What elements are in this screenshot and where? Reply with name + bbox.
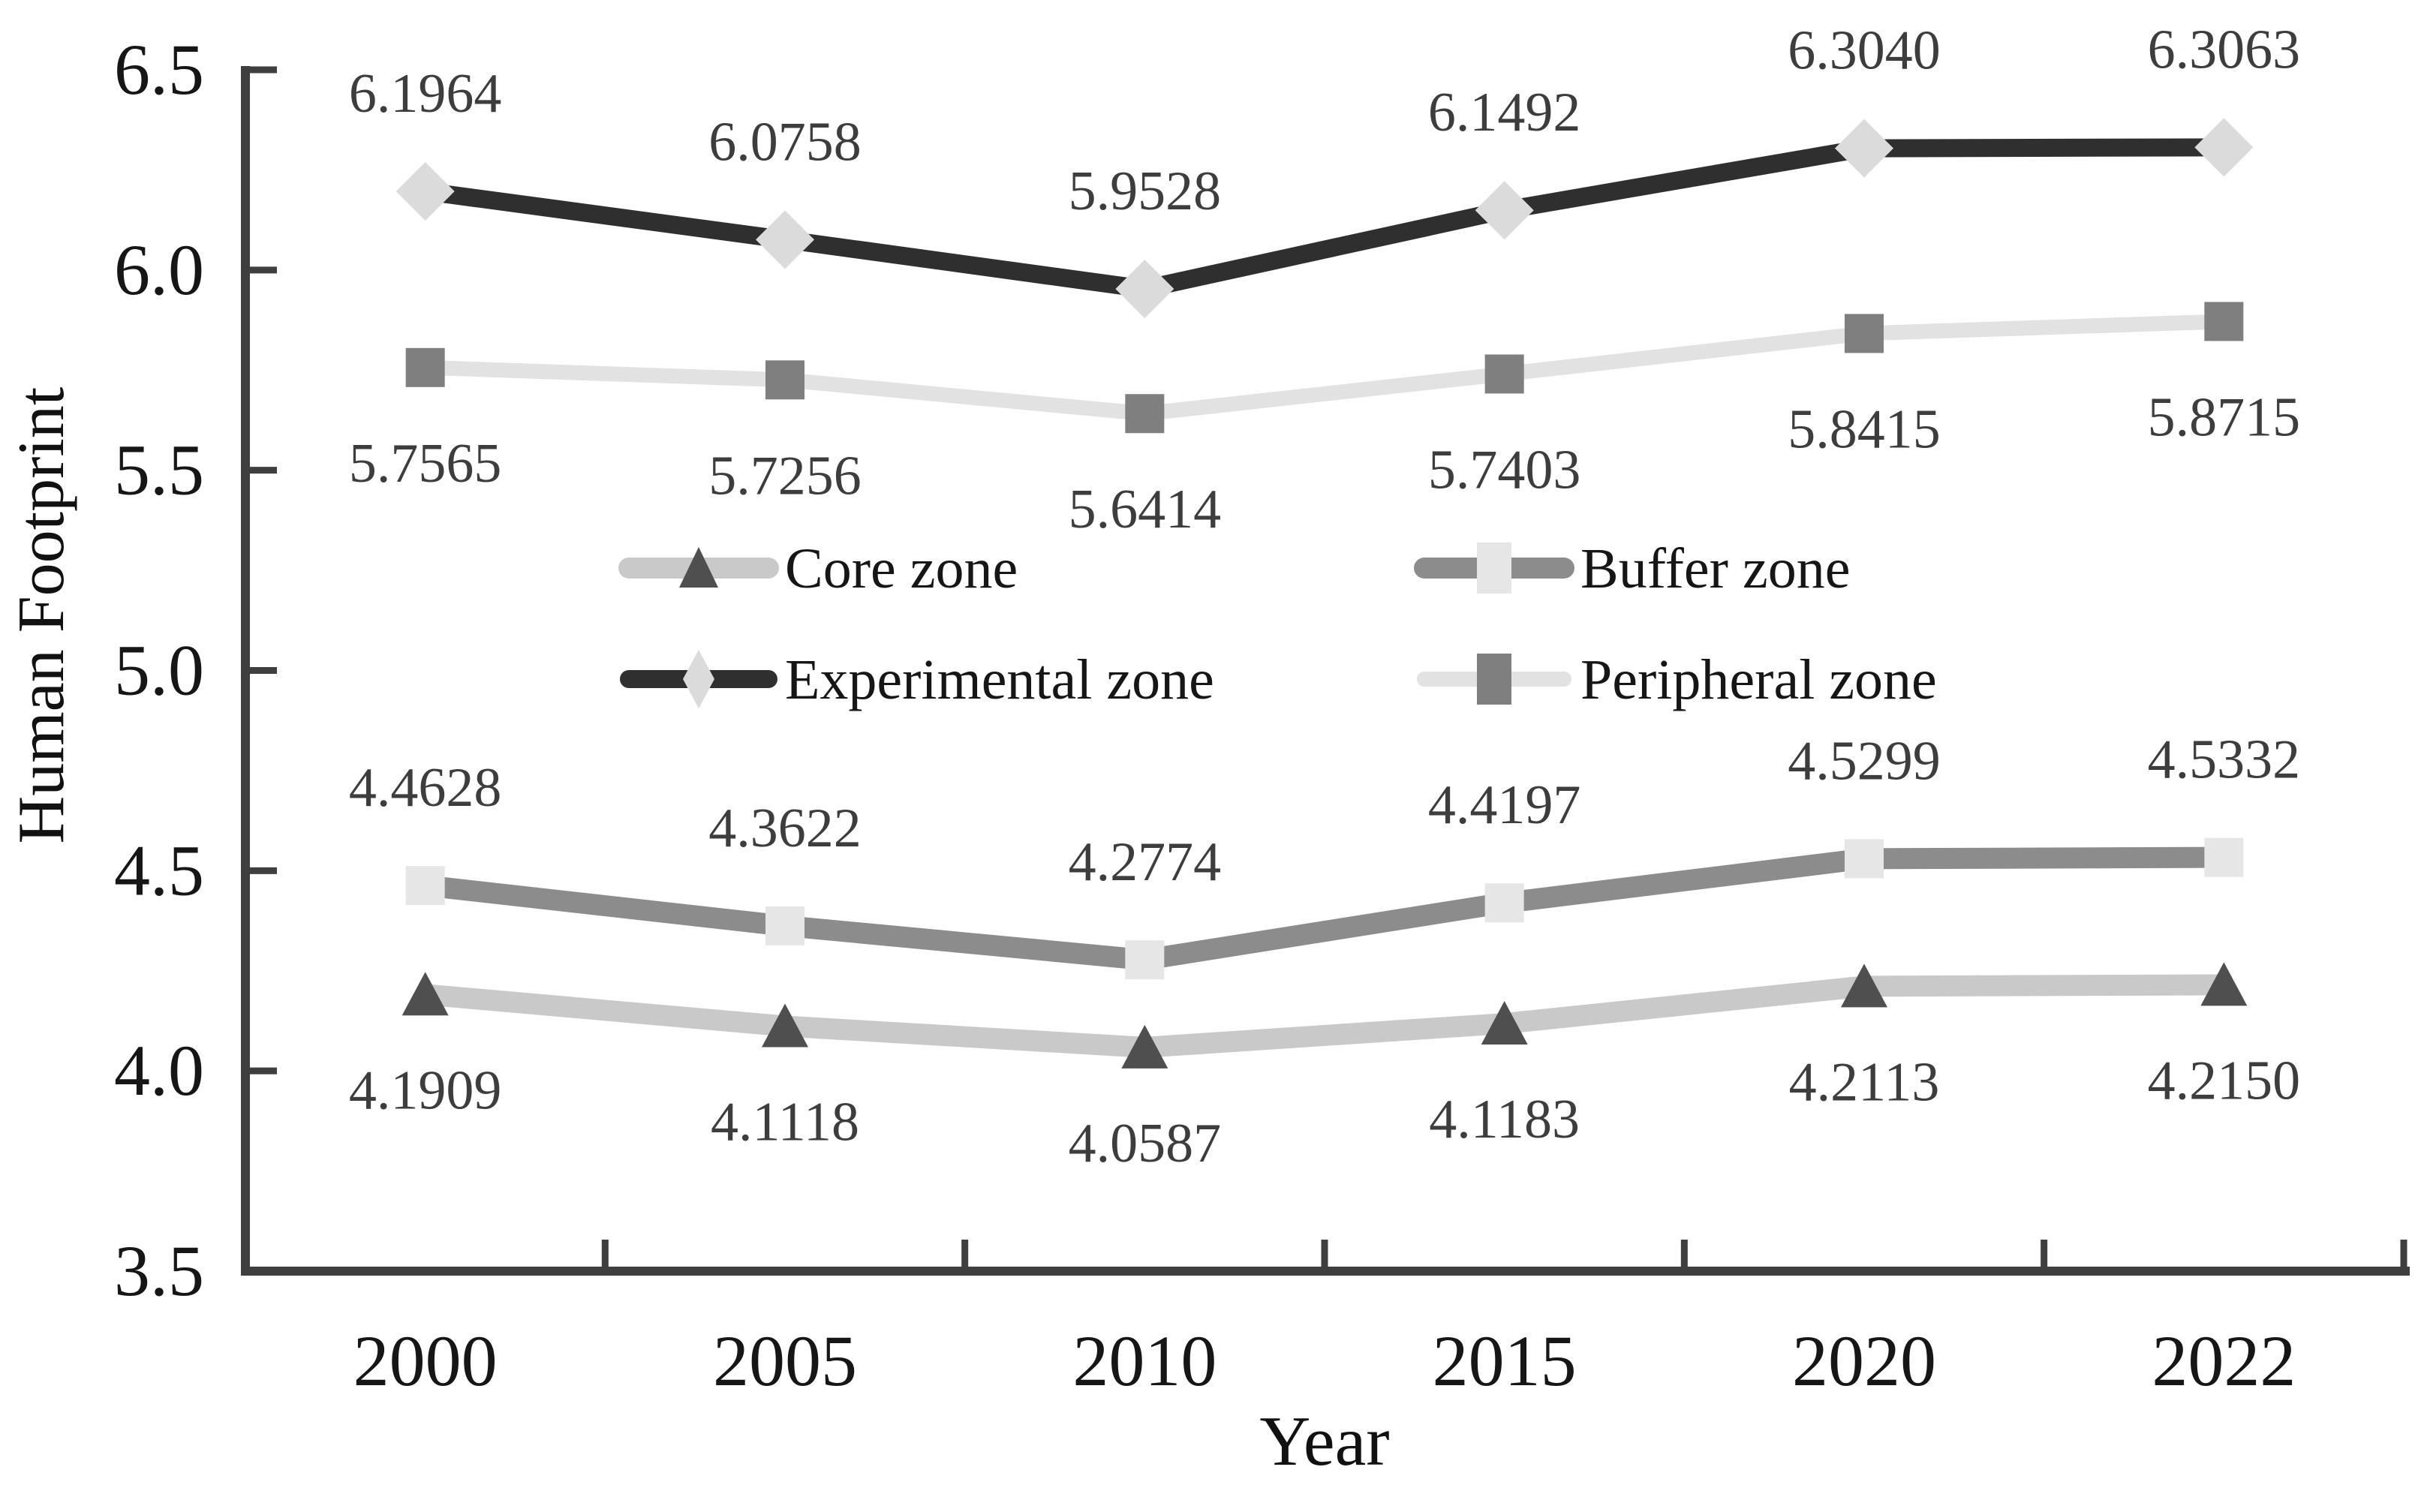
- experimental-zone-value-label: 6.1964: [349, 63, 502, 125]
- core-zone-value-label: 4.2150: [2148, 1050, 2301, 1111]
- legend-diamond-icon: [683, 650, 714, 708]
- peripheral-zone-marker-2020: [1845, 314, 1884, 353]
- buffer-zone-value-label: 4.4197: [1428, 774, 1581, 836]
- y-axis-title: Human Footprint: [5, 387, 78, 844]
- core-zone-marker-2015: [1481, 1001, 1528, 1045]
- core-zone-line: [414, 974, 2235, 1058]
- legend-square-icon: [1477, 654, 1511, 705]
- series-markers: [395, 118, 2254, 1069]
- y-tick-label: 3.5: [114, 1231, 204, 1311]
- core-zone-marker-2005: [762, 1003, 808, 1048]
- experimental-zone-marker-2000: [395, 162, 455, 221]
- axes: 6.5 6.0 5.5 5.0 4.5 4.0 3.5 2000 2005 2010 2015 202…: [114, 29, 2410, 1401]
- experimental-zone-value-label: 6.3063: [2148, 19, 2301, 80]
- x-axis-title: Year: [1259, 1402, 1389, 1480]
- y-tick-label: 4.5: [114, 830, 204, 910]
- buffer-zone-value-label: 4.4628: [349, 757, 502, 819]
- peripheral-zone-line: [417, 314, 2232, 422]
- x-tick-label: 2020: [1792, 1321, 1936, 1401]
- peripheral-zone-value-label: 5.8715: [2148, 386, 2301, 448]
- peripheral-zone-value-label: 5.7256: [708, 445, 862, 507]
- peripheral-zone-value-label: 5.8415: [1788, 398, 1941, 460]
- legend-square-icon: [1477, 543, 1511, 594]
- legend-label: Buffer zone: [1580, 537, 1850, 600]
- peripheral-zone-marker-2005: [765, 360, 804, 400]
- buffer-zone-value-label: 4.5332: [2148, 729, 2301, 791]
- legend-item-peripheral-zone: Peripheral zone: [1417, 648, 1937, 711]
- core-zone-value-label: 4.1118: [711, 1092, 859, 1153]
- buffer-zone-marker-2022: [2204, 837, 2244, 877]
- legend-label: Experimental zone: [785, 648, 1214, 711]
- core-zone-marker-2020: [1841, 963, 1887, 1008]
- experimental-zone-marker-2022: [2194, 118, 2254, 177]
- core-zone-marker-2010: [1121, 1024, 1168, 1069]
- legend-item-buffer-zone: Buffer zone: [1414, 537, 1850, 600]
- experimental-zone-value-label: 6.3040: [1788, 20, 1941, 82]
- x-tick-label: 2000: [353, 1321, 498, 1401]
- y-tick-label: 6.5: [114, 29, 204, 110]
- legend-label: Core zone: [785, 537, 1018, 600]
- series-lines: [414, 138, 2235, 1058]
- y-tick-label: 4.0: [114, 1030, 204, 1111]
- peripheral-zone-marker-2022: [2204, 302, 2244, 341]
- buffer-zone-value-label: 4.3622: [708, 798, 862, 859]
- core-zone-value-label: 4.1909: [349, 1060, 502, 1121]
- buffer-zone-marker-2010: [1125, 940, 1165, 980]
- experimental-zone-value-label: 6.0758: [708, 111, 862, 173]
- experimental-zone-marker-2010: [1115, 260, 1174, 319]
- experimental-zone-value-label: 6.1492: [1428, 82, 1581, 143]
- experimental-zone-marker-2015: [1475, 181, 1534, 240]
- buffer-zone-value-label: 4.2774: [1069, 831, 1222, 893]
- legend-label: Peripheral zone: [1580, 648, 1937, 711]
- buffer-zone-line: [414, 846, 2235, 971]
- y-tick-label: 6.0: [114, 230, 204, 310]
- core-zone-marker-2022: [2200, 962, 2248, 1006]
- x-tick-label: 2010: [1072, 1321, 1217, 1401]
- peripheral-zone-value-label: 5.7565: [349, 433, 502, 494]
- core-zone-value-label: 4.0587: [1069, 1113, 1222, 1174]
- x-tick-label: 2005: [713, 1321, 857, 1401]
- buffer-zone-marker-2000: [405, 866, 445, 906]
- data-labels: 4.1909 4.1118 4.0587 4.1183 4.2113 4.2150 4.46…: [349, 19, 2300, 1174]
- core-zone-marker-2000: [401, 972, 449, 1016]
- peripheral-zone-marker-2010: [1125, 394, 1165, 434]
- legend-item-core-zone: Core zone: [618, 537, 1018, 600]
- buffer-zone-marker-2020: [1845, 839, 1884, 879]
- x-tick-label: 2022: [2152, 1321, 2296, 1401]
- experimental-zone-marker-2020: [1835, 119, 1893, 178]
- experimental-zone-marker-2005: [756, 210, 814, 269]
- experimental-zone-value-label: 5.9528: [1069, 161, 1222, 222]
- legend: Core zone Buffer zone Experimental zone Per…: [618, 537, 1937, 711]
- legend-triangle-icon: [679, 547, 718, 588]
- buffer-zone-value-label: 4.5299: [1788, 730, 1941, 792]
- buffer-zone-marker-2005: [765, 906, 804, 945]
- peripheral-zone-marker-2000: [405, 347, 445, 387]
- core-zone-value-label: 4.2113: [1789, 1051, 1940, 1113]
- peripheral-zone-value-label: 5.7403: [1428, 439, 1581, 500]
- y-tick-label: 5.0: [114, 630, 204, 711]
- experimental-zone-line: [416, 138, 2233, 299]
- core-zone-value-label: 4.1183: [1429, 1089, 1580, 1150]
- peripheral-zone-marker-2015: [1484, 354, 1524, 394]
- peripheral-zone-value-label: 5.6414: [1069, 479, 1222, 540]
- buffer-zone-marker-2015: [1484, 883, 1524, 923]
- y-tick-label: 5.5: [114, 430, 204, 510]
- x-tick-label: 2015: [1433, 1321, 1577, 1401]
- legend-item-experimental-zone: Experimental zone: [620, 648, 1214, 711]
